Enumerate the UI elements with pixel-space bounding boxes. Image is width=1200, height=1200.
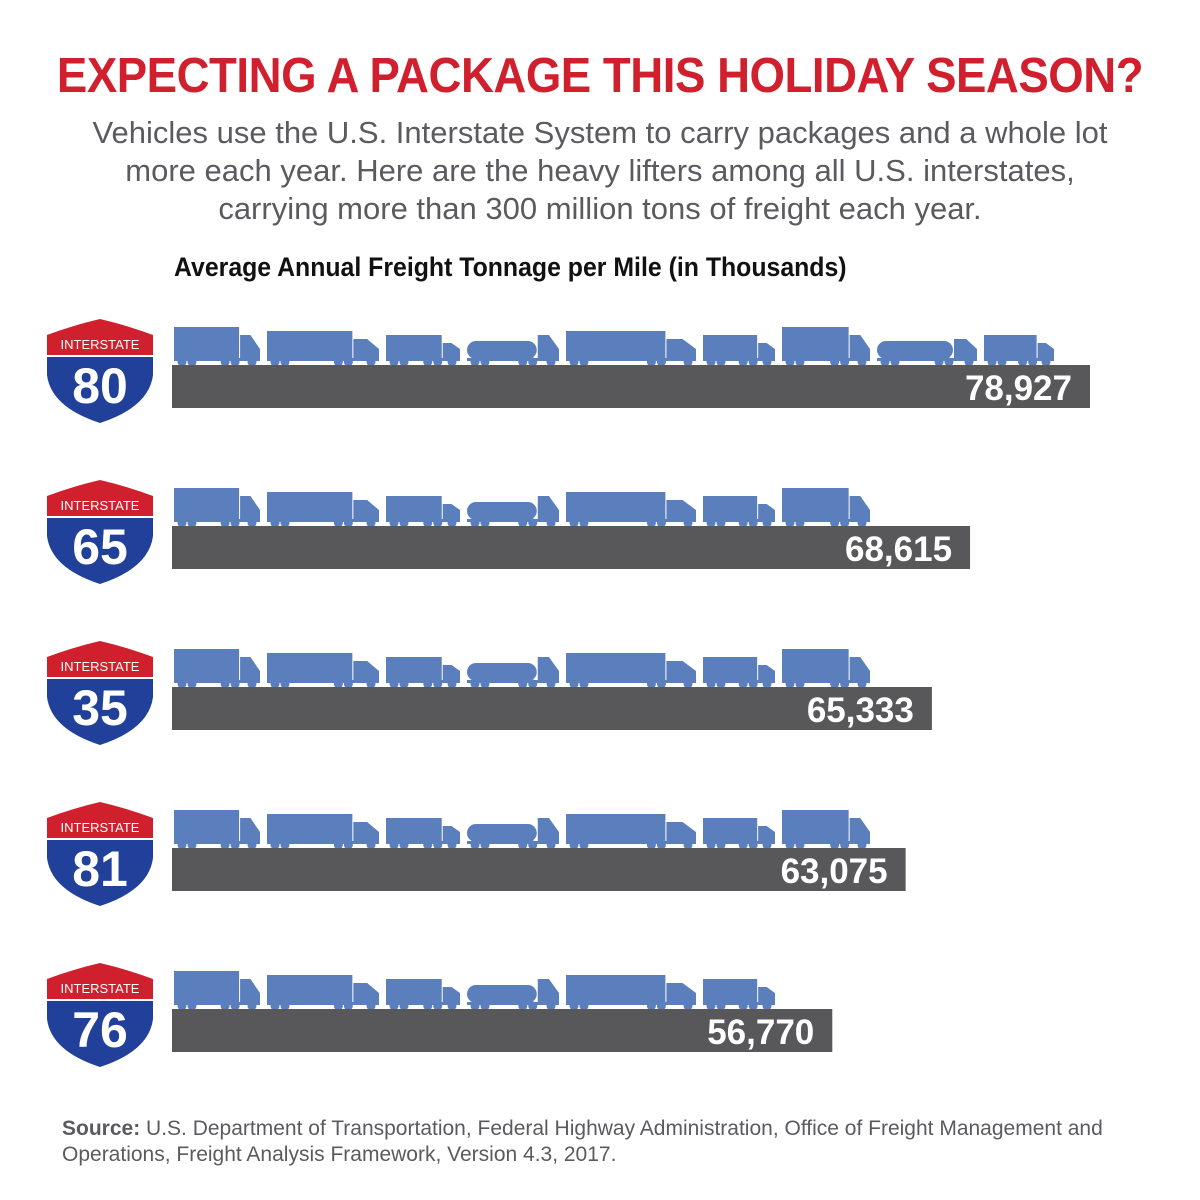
interstate-shield-icon: INTERSTATE 76 [47, 963, 153, 1067]
truck-icon [267, 331, 379, 367]
subtitle-line: Vehicles use the U.S. Interstate System … [92, 115, 1108, 150]
bar-row: INTERSTATE 35 65,333 [47, 641, 932, 745]
truck-icon [782, 327, 870, 367]
shield-caption: INTERSTATE [61, 659, 140, 674]
source-note: Source: U.S. Department of Transportatio… [62, 1116, 1152, 1168]
truck-icon [267, 975, 379, 1011]
truck-icon [174, 810, 260, 850]
truck-icon [703, 496, 775, 528]
shield-caption: INTERSTATE [61, 981, 140, 996]
bar-value-label: 65,333 [807, 691, 914, 730]
truck-icon [267, 653, 379, 689]
shield-number: 35 [72, 680, 128, 736]
truck-icon [174, 488, 260, 528]
truck-icon [174, 971, 260, 1011]
truck-icon [386, 335, 460, 367]
bar [172, 365, 1090, 408]
truck-icon [386, 979, 460, 1011]
shield-number: 65 [72, 519, 128, 575]
truck-icon [566, 653, 696, 689]
bar-value-label: 63,075 [781, 852, 888, 891]
truck-icon [467, 657, 559, 689]
source-label: Source: [62, 1117, 141, 1140]
truck-icon [467, 818, 559, 850]
truck-icon [386, 657, 460, 689]
subtitle-line: more each year. Here are the heavy lifte… [125, 153, 1075, 188]
truck-icon [467, 979, 559, 1011]
truck-icon [467, 335, 559, 367]
shield-caption: INTERSTATE [61, 498, 140, 513]
truck-icon [703, 657, 775, 689]
truck-icon [174, 327, 260, 367]
truck-icon [566, 492, 696, 528]
truck-icon [984, 335, 1054, 367]
truck-icon [467, 496, 559, 528]
bar-value-label: 56,770 [707, 1013, 814, 1052]
truck-icon [566, 814, 696, 850]
truck-icon [566, 331, 696, 367]
truck-icon [566, 975, 696, 1011]
page-title: EXPECTING A PACKAGE THIS HOLIDAY SEASON? [56, 49, 1144, 103]
bar-value-label: 78,927 [965, 369, 1072, 408]
subtitle-line: carrying more than 300 million tons of f… [218, 191, 982, 226]
interstate-shield-icon: INTERSTATE 35 [47, 641, 153, 745]
bar [172, 687, 932, 730]
truck-icon [267, 814, 379, 850]
bar [172, 526, 971, 569]
truck-icon [703, 979, 775, 1011]
bar [172, 848, 906, 891]
truck-icon [877, 339, 977, 367]
shield-caption: INTERSTATE [61, 337, 140, 352]
bar-row: INTERSTATE 80 78,927 [47, 319, 1090, 423]
truck-silhouettes [174, 488, 870, 528]
source-text: U.S. Department of Transportation, Feder… [62, 1117, 1103, 1166]
interstate-shield-icon: INTERSTATE 80 [47, 319, 153, 423]
truck-icon [782, 488, 870, 528]
bar-row: INTERSTATE 81 63,075 [47, 802, 906, 906]
truck-icon [267, 492, 379, 528]
truck-icon [386, 496, 460, 528]
shield-caption: INTERSTATE [61, 820, 140, 835]
bar-value-label: 68,615 [845, 530, 952, 569]
truck-silhouettes [174, 810, 870, 850]
truck-icon [703, 335, 775, 367]
truck-icon [782, 649, 870, 689]
truck-icon [703, 818, 775, 850]
truck-icon [782, 810, 870, 850]
bar [172, 1009, 833, 1052]
interstate-shield-icon: INTERSTATE 81 [47, 802, 153, 906]
subtitle: Vehicles use the U.S. Interstate System … [80, 114, 1120, 228]
bar-row: INTERSTATE 76 56,770 [47, 963, 833, 1067]
truck-icon [386, 818, 460, 850]
truck-icon [174, 649, 260, 689]
shield-number: 76 [72, 1002, 128, 1058]
interstate-shield-icon: INTERSTATE 65 [47, 480, 153, 584]
chart-title: Average Annual Freight Tonnage per Mile … [174, 252, 847, 282]
shield-number: 81 [72, 841, 128, 897]
shield-number: 80 [72, 358, 128, 414]
truck-silhouettes [174, 971, 775, 1011]
truck-silhouettes [174, 327, 1054, 367]
truck-silhouettes [174, 649, 870, 689]
bar-row: INTERSTATE 65 68,615 [47, 480, 971, 584]
